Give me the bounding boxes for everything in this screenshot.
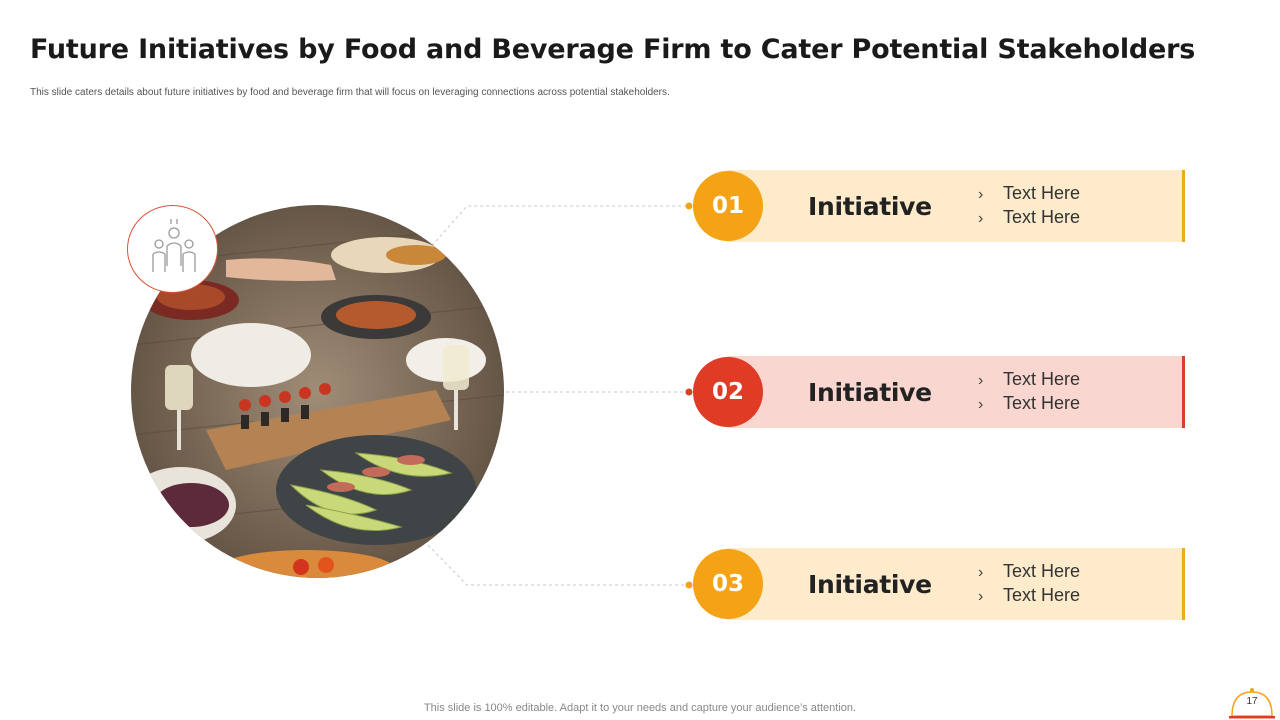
list-item: › Text Here	[978, 368, 1080, 392]
list-item: › Text Here	[978, 206, 1080, 230]
initiative-band	[727, 170, 1185, 242]
page-number: 17	[1246, 696, 1258, 707]
chevron-right-icon: ›	[978, 396, 984, 413]
initiative-row-1: 01 Initiative › Text Here › Text Here	[693, 170, 1185, 242]
initiative-row-2: 02 Initiative › Text Here › Text Here	[693, 356, 1185, 428]
chevron-right-icon: ›	[978, 564, 984, 581]
initiative-points: › Text Here › Text Here	[978, 560, 1080, 608]
point-text: Text Here	[1003, 561, 1081, 581]
point-text: Text Here	[1003, 369, 1081, 389]
initiative-row-3: 03 Initiative › Text Here › Text Here	[693, 548, 1185, 620]
chevron-right-icon: ›	[978, 186, 984, 203]
slide-footer: This slide is 100% editable. Adapt it to…	[423, 702, 857, 714]
list-item: › Text Here	[978, 182, 1080, 206]
initiative-number: 03	[693, 549, 763, 619]
list-item: › Text Here	[978, 560, 1080, 584]
initiative-label: Initiative	[808, 570, 932, 599]
chevron-right-icon: ›	[978, 588, 984, 605]
people-group-icon	[127, 205, 218, 293]
initiative-label: Initiative	[808, 378, 932, 407]
chevron-right-icon: ›	[978, 210, 984, 227]
initiative-points: › Text Here › Text Here	[978, 368, 1080, 416]
point-text: Text Here	[1003, 393, 1081, 413]
point-text: Text Here	[1003, 585, 1081, 605]
slide-title: Future Initiatives by Food and Beverage …	[30, 34, 1196, 65]
food-cloche-icon	[1229, 688, 1275, 719]
list-item: › Text Here	[978, 392, 1080, 416]
initiative-label: Initiative	[808, 192, 932, 221]
list-item: › Text Here	[978, 584, 1080, 608]
point-text: Text Here	[1003, 183, 1081, 203]
point-text: Text Here	[1003, 207, 1081, 227]
initiative-band	[727, 356, 1185, 428]
page-number-badge: 17	[1229, 686, 1275, 720]
initiative-band	[727, 548, 1185, 620]
chevron-right-icon: ›	[978, 372, 984, 389]
slide-subtitle: This slide caters details about future i…	[30, 87, 670, 98]
initiative-number: 01	[693, 171, 763, 241]
initiative-points: › Text Here › Text Here	[978, 182, 1080, 230]
initiative-number: 02	[693, 357, 763, 427]
